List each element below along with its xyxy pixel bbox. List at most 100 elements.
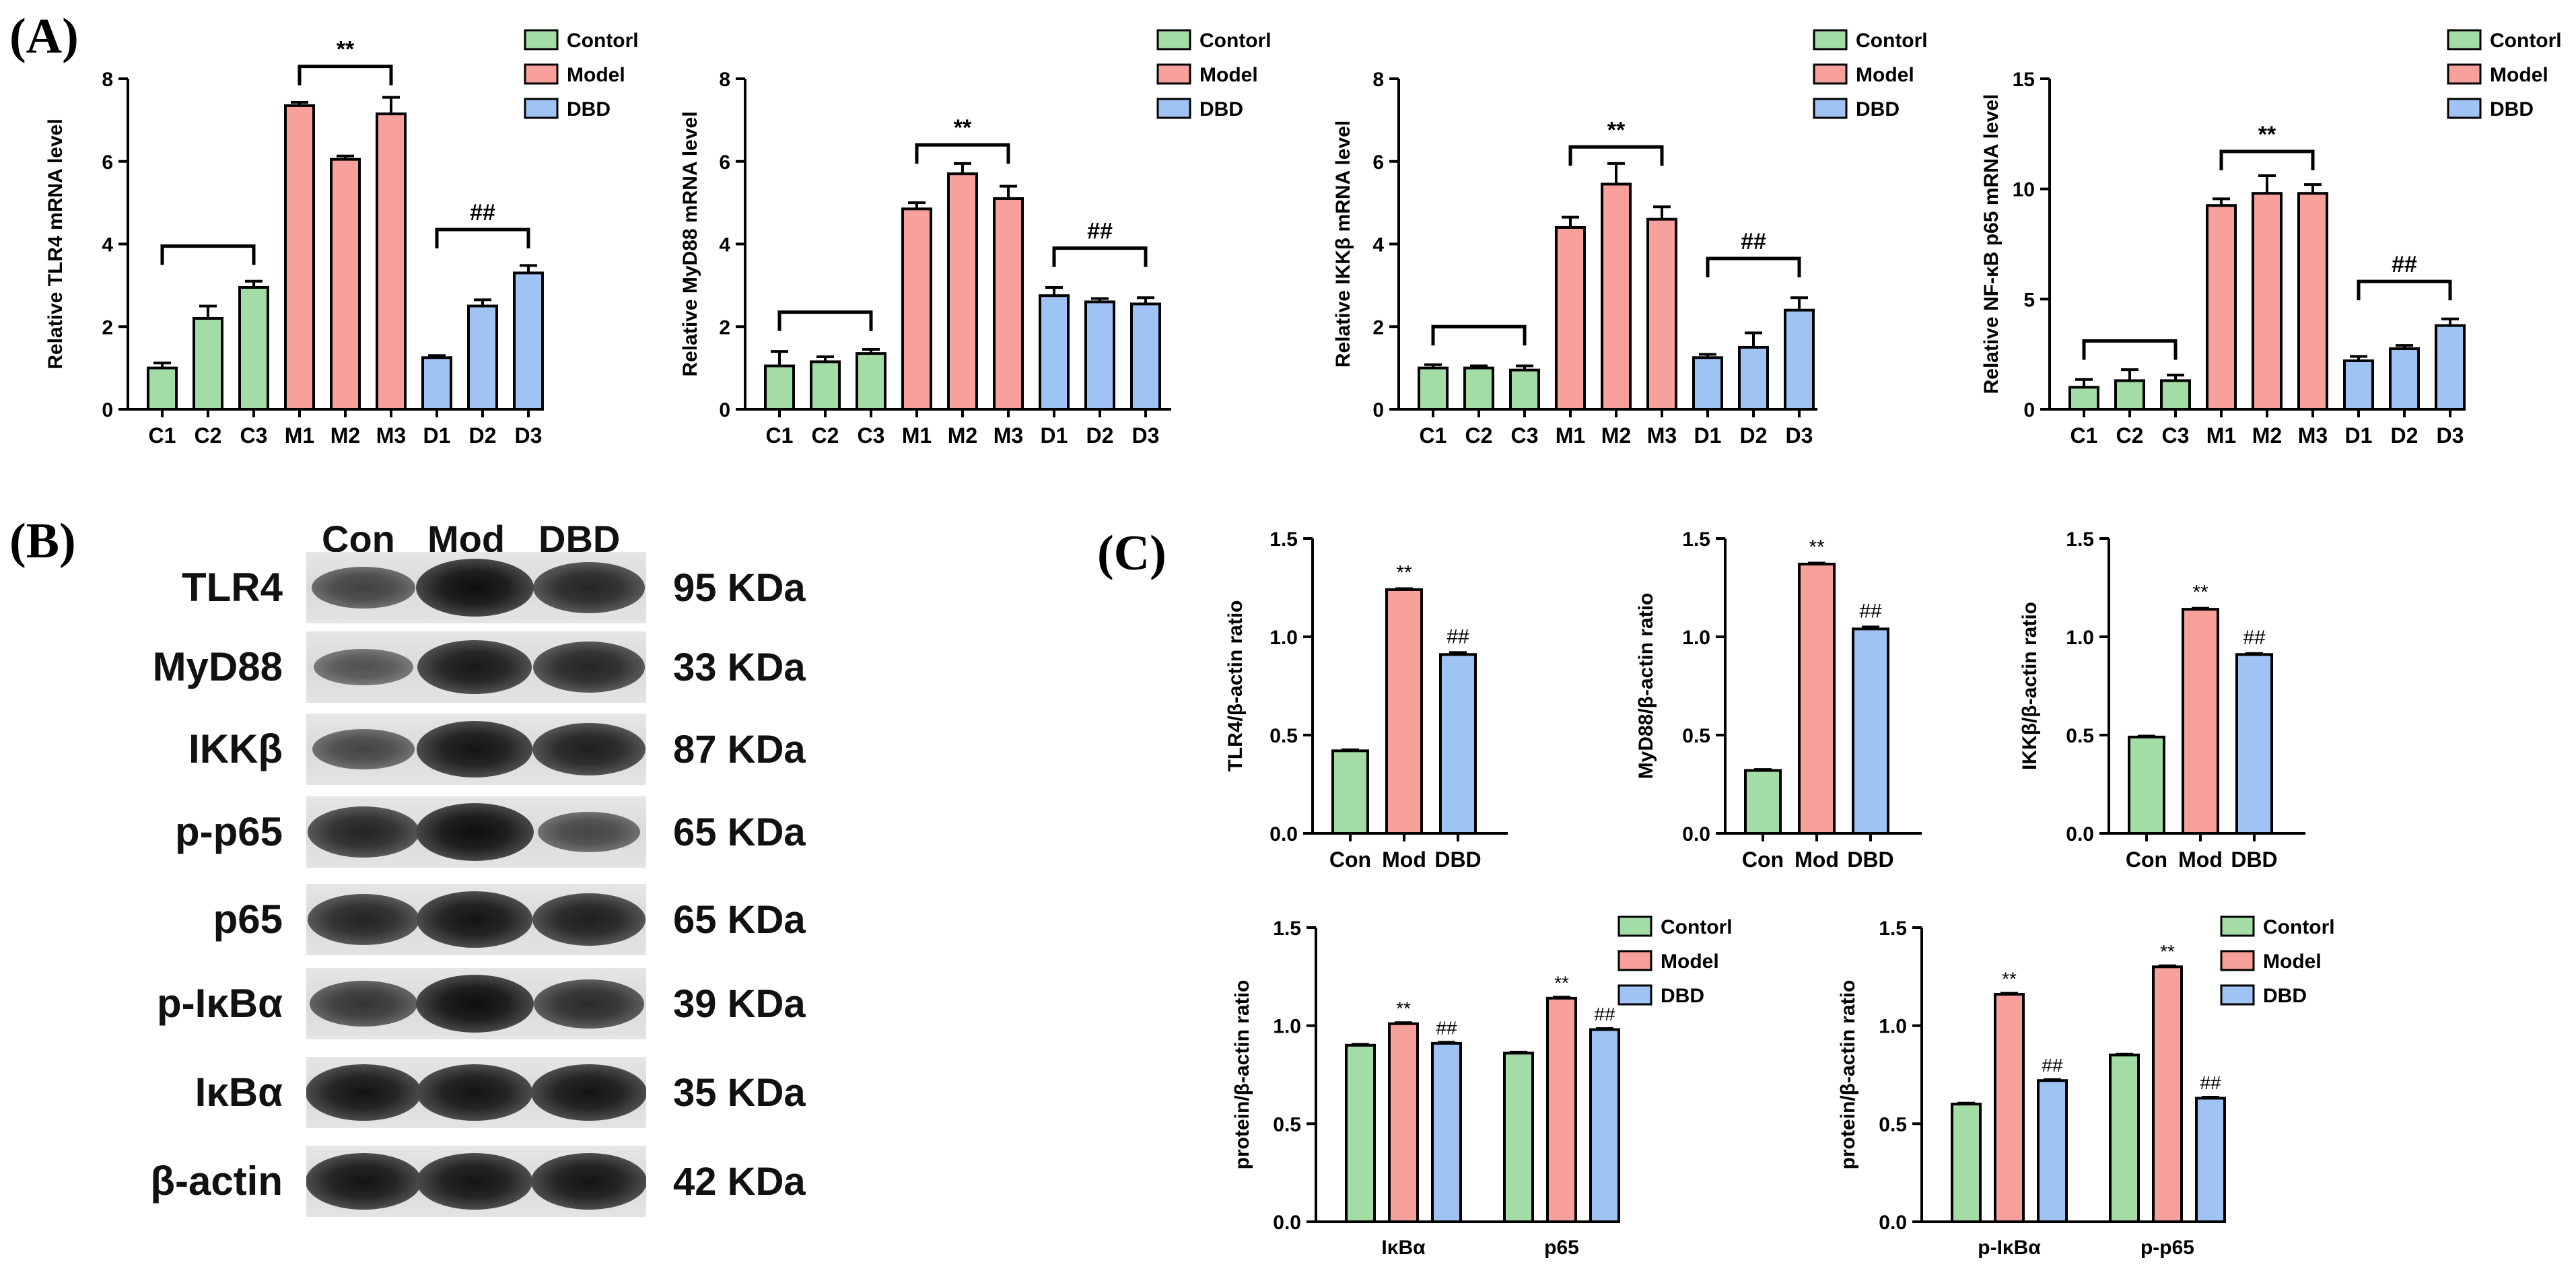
- legend-label-dbd: DBD: [2263, 985, 2307, 1007]
- blot-band: [530, 1064, 646, 1121]
- bar-control: [1331, 749, 1369, 835]
- bar-dbd: [2389, 347, 2420, 411]
- x-tick-label: C2: [195, 423, 222, 448]
- legend-swatch-control: [2447, 29, 2482, 50]
- legend-label-dbd: DBD: [1856, 98, 1900, 120]
- x-tick-label: C3: [858, 423, 885, 448]
- legend-label-control: Contorl: [2490, 30, 2562, 52]
- y-tick-label: 4: [719, 234, 730, 256]
- bar-model: [1798, 562, 1836, 835]
- bar-model: [1555, 226, 1586, 411]
- legend-swatch-model: [1813, 63, 1848, 85]
- y-tick-label: 4: [102, 234, 113, 256]
- bracket-label: **: [1607, 117, 1626, 143]
- y-axis-label: protein/β-actin ratio: [1231, 980, 1253, 1170]
- blot-protein-name: p-p65: [174, 809, 283, 854]
- y-axis-label: TLR4/β-actin ratio: [1224, 600, 1247, 772]
- blot-band: [308, 894, 419, 945]
- y-axis-label: Relative IKKβ mRNA level: [1332, 120, 1354, 368]
- significance-mark: ##: [1594, 1004, 1615, 1025]
- y-axis-label: Relative TLR4 mRNA level: [44, 118, 67, 369]
- y-tick-label: 1.0: [1269, 627, 1298, 649]
- y-tick-label: 1.5: [1879, 918, 1907, 940]
- legend-swatch-control: [1156, 29, 1191, 50]
- x-tick-label: C2: [1465, 423, 1493, 448]
- significance-bracket: [2219, 149, 2315, 171]
- blot-strip: [306, 631, 646, 703]
- x-tick-label: C1: [149, 423, 176, 448]
- y-tick-label: 0.5: [2066, 725, 2094, 747]
- bar-model: [1385, 588, 1423, 835]
- legend-swatch-model: [2447, 63, 2482, 85]
- x-tick-label: M3: [994, 423, 1023, 448]
- y-tick-label: 8: [1372, 69, 1384, 91]
- bracket-label: ##: [1741, 229, 1766, 254]
- bar-control: [238, 285, 269, 411]
- blot-protein-name: IKKβ: [188, 726, 283, 771]
- bar-model: [901, 207, 932, 411]
- bar-dbd: [1039, 294, 1070, 411]
- y-tick-label: 6: [719, 151, 730, 174]
- y-tick-label: 1.5: [1273, 918, 1301, 940]
- significance-bracket: [777, 310, 873, 331]
- legend-label-model: Model: [1661, 950, 1719, 973]
- y-tick-label: 6: [1372, 151, 1384, 174]
- blot-molecular-weight: 35 KDa: [673, 1071, 806, 1115]
- legend-label-model: Model: [1199, 64, 1258, 86]
- legend-label-model: Model: [1856, 64, 1914, 86]
- y-axis-label: protein/β-actin ratio: [1837, 980, 1859, 1170]
- x-tick-label: M3: [376, 423, 406, 448]
- bar-model: [376, 112, 407, 411]
- y-tick-label: 8: [719, 69, 730, 91]
- significance-bracket: [2357, 279, 2452, 301]
- significance-mark: **: [1554, 972, 1569, 993]
- y-tick-label: 0.0: [2066, 823, 2094, 845]
- x-tick-label: Mod: [1382, 847, 1426, 872]
- legend-swatch-control: [2220, 915, 2255, 937]
- blot-band: [533, 642, 645, 693]
- blot-band: [308, 806, 419, 858]
- blot-protein-name: TLR4: [182, 565, 283, 610]
- blot-band: [314, 648, 413, 686]
- bar-model: [1546, 996, 1577, 1223]
- blot-strip: [306, 552, 646, 623]
- bar-model: [993, 197, 1024, 411]
- significance-mark: **: [1809, 536, 1825, 559]
- x-tick-label: Con: [1329, 847, 1371, 872]
- blot-molecular-weight: 65 KDa: [673, 898, 806, 942]
- blot-molecular-weight: 42 KDa: [673, 1160, 806, 1204]
- bar-control: [2160, 379, 2191, 411]
- bar-model: [1994, 993, 2025, 1223]
- x-tick-label: DBD: [1434, 847, 1481, 872]
- bar-control: [2128, 735, 2165, 835]
- bar-control: [1503, 1051, 1534, 1224]
- legend-label-model: Model: [567, 64, 625, 86]
- y-tick-label: 8: [102, 69, 113, 91]
- significance-mark: ##: [1436, 1017, 1457, 1038]
- bar-dbd: [2037, 1079, 2068, 1223]
- x-tick-label: p-p65: [2140, 1237, 2194, 1259]
- legend-swatch-dbd: [2447, 98, 2482, 119]
- y-axis-label: Relative MyD88 mRNA level: [679, 111, 701, 376]
- bar-control: [193, 316, 223, 411]
- y-axis-label: IKKβ/β-actin ratio: [2019, 602, 2041, 770]
- legend-swatch-control: [1617, 915, 1652, 937]
- y-tick-label: 0.0: [1682, 823, 1710, 845]
- x-tick-label: C1: [766, 423, 794, 448]
- x-tick-label: M2: [330, 423, 360, 448]
- blot-band: [415, 975, 534, 1033]
- blot-molecular-weight: 39 KDa: [673, 982, 806, 1026]
- x-tick-label: D2: [1086, 423, 1114, 448]
- blot-band: [537, 812, 641, 852]
- blot-band: [533, 562, 645, 613]
- x-tick-label: M2: [1601, 423, 1631, 448]
- y-tick-label: 0.5: [1879, 1113, 1907, 1136]
- x-tick-label: D2: [1740, 423, 1768, 448]
- y-tick-label: 0.0: [1879, 1212, 1907, 1234]
- y-tick-label: 1.0: [1273, 1016, 1301, 1038]
- x-tick-label: C1: [2070, 423, 2098, 448]
- bar-model: [1388, 1022, 1419, 1223]
- x-tick-label: D1: [423, 423, 451, 448]
- blot-band: [534, 979, 644, 1029]
- blot-strip: [306, 968, 646, 1039]
